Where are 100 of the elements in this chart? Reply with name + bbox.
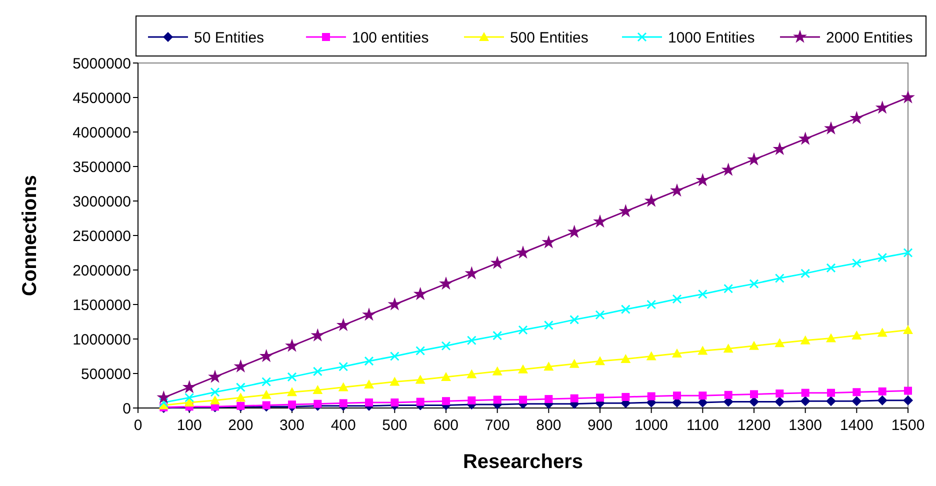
point (826, 396, 836, 406)
point (338, 362, 348, 372)
point (288, 400, 296, 409)
point (774, 396, 785, 407)
point (542, 235, 556, 248)
point (800, 396, 810, 406)
point (259, 348, 274, 362)
y-tick-label: 500000 (80, 366, 131, 383)
point (903, 248, 913, 258)
point (646, 351, 656, 360)
point (492, 366, 502, 376)
x-tick-label: 1400 (840, 417, 874, 434)
point (618, 204, 633, 218)
point (390, 398, 399, 406)
point (877, 328, 888, 337)
point (749, 279, 759, 289)
point (234, 359, 248, 373)
point (749, 396, 759, 407)
point (901, 90, 915, 104)
point (492, 330, 502, 340)
point (852, 396, 862, 406)
point (673, 392, 681, 400)
y-axis-title: Connections (19, 174, 41, 296)
point (750, 390, 758, 398)
point (544, 320, 554, 330)
point (567, 224, 582, 238)
point (798, 132, 812, 145)
point (776, 390, 784, 398)
point (441, 341, 451, 351)
point (208, 370, 222, 383)
point (388, 297, 402, 310)
point (620, 304, 630, 314)
x-tick-label: 100 (176, 417, 202, 434)
point (416, 346, 426, 356)
point (852, 330, 862, 340)
point (338, 382, 348, 392)
point (875, 100, 890, 114)
point (184, 392, 194, 402)
x-tick-label: 1200 (737, 417, 771, 434)
point (672, 348, 682, 358)
point (182, 380, 196, 394)
point (364, 380, 374, 389)
point (441, 372, 451, 381)
point (826, 263, 836, 273)
point (416, 398, 424, 406)
point (287, 372, 297, 382)
point (544, 395, 553, 404)
point (595, 310, 605, 320)
point (544, 362, 554, 371)
point (312, 385, 323, 394)
point (827, 388, 835, 397)
point (646, 300, 656, 310)
y-tick-label: 0 (122, 400, 131, 418)
point (721, 162, 736, 176)
point (826, 333, 836, 342)
y-tick-label: 1000000 (72, 331, 131, 348)
point (413, 286, 428, 300)
point (236, 382, 246, 392)
point (747, 152, 761, 166)
point (569, 358, 580, 368)
y-tick-label: 4500000 (72, 90, 131, 107)
point (698, 289, 708, 299)
legend-label: 100 entities (352, 29, 429, 46)
point (724, 284, 734, 294)
y-tick-label: 5000000 (72, 55, 131, 72)
point (464, 266, 479, 280)
point (749, 340, 759, 350)
legend-label: 2000 Entities (826, 29, 913, 46)
point (518, 364, 528, 374)
point (772, 142, 787, 156)
point (774, 338, 785, 348)
point (466, 369, 477, 378)
point (336, 318, 350, 332)
point (364, 356, 374, 366)
point (390, 376, 400, 386)
point (878, 252, 888, 262)
point (595, 356, 605, 366)
x-tick-label: 1300 (788, 417, 822, 434)
x-tick-label: 300 (279, 417, 305, 434)
x-tick-label: 600 (433, 417, 459, 434)
y-tick-label: 4000000 (72, 124, 131, 142)
point (439, 276, 453, 290)
point (696, 172, 710, 186)
point (647, 392, 656, 400)
y-tick-label: 2500000 (72, 228, 131, 245)
point (493, 396, 502, 404)
point (852, 388, 861, 396)
legend-label: 1000 Entities (668, 29, 755, 46)
point (670, 183, 684, 197)
point (698, 346, 708, 355)
point (596, 394, 604, 402)
point (210, 387, 220, 397)
point (904, 386, 912, 395)
point (878, 387, 886, 396)
point (698, 392, 707, 400)
point (314, 400, 322, 408)
point (644, 194, 658, 207)
point (261, 390, 272, 399)
point (210, 395, 220, 404)
point (723, 344, 734, 353)
